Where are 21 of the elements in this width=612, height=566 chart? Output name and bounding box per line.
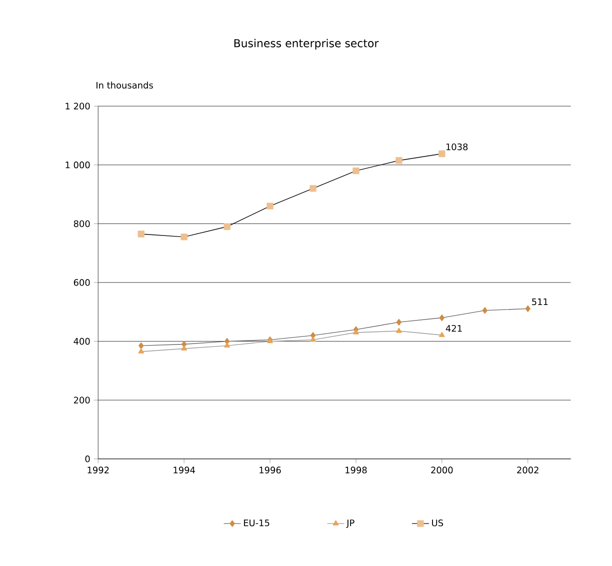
legend-label: US [432,520,444,526]
y-tick-label: 1 200 [66,102,90,110]
x-tick-label: 1994 [174,466,195,474]
y-tick-label: 1 000 [66,162,90,168]
data-label: 421 [446,324,462,332]
x-tick-label: 1996 [260,466,281,474]
data-label: 511 [532,298,548,306]
y-tick-label: 400 [74,338,90,345]
legend-label: JP [346,520,354,528]
x-tick-label: 1998 [346,466,367,474]
legend-label: EU-15 [244,520,270,526]
chart-title: Business enterprise sector [234,38,379,50]
x-tick-label: 2002 [517,466,538,474]
data-label: 1038 [446,143,468,150]
y-tick-label: 200 [74,396,90,404]
y-tick-label: 0 [85,456,90,462]
y-tick-label: 800 [74,220,90,228]
y-axis-title: In thousands [96,82,153,89]
x-tick-label: 2000 [431,466,453,474]
y-tick-label: 600 [74,279,90,286]
x-tick-label: 1992 [88,466,109,474]
